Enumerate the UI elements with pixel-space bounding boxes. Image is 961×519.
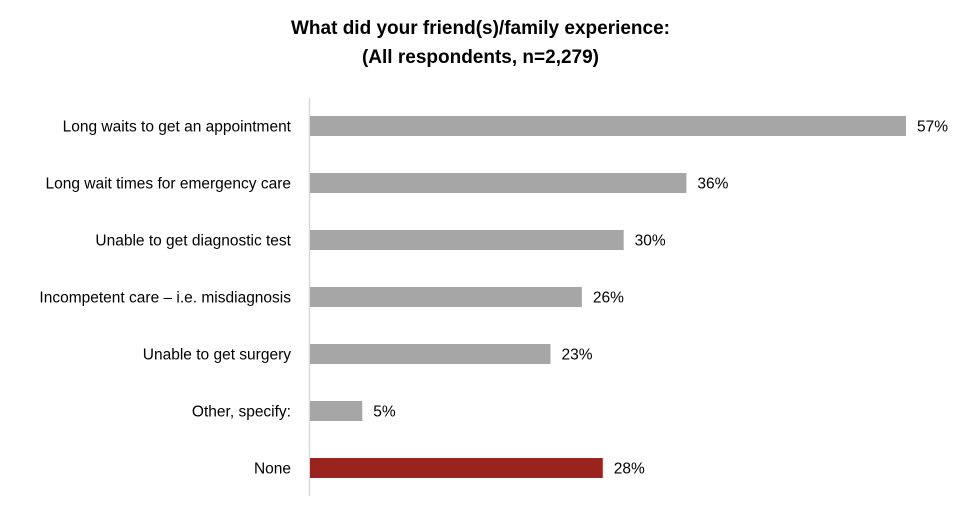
bar-5 bbox=[310, 401, 363, 421]
value-label-6: 28% bbox=[614, 461, 645, 478]
category-label-3: Incompetent care – i.e. misdiagnosis bbox=[39, 290, 291, 307]
bar-0 bbox=[310, 116, 906, 136]
bar-6 bbox=[310, 458, 603, 478]
category-label-0: Long waits to get an appointment bbox=[63, 119, 292, 136]
value-label-4: 23% bbox=[561, 347, 592, 364]
category-label-4: Unable to get surgery bbox=[143, 347, 291, 364]
value-label-2: 30% bbox=[635, 233, 666, 250]
value-label-0: 57% bbox=[917, 119, 948, 136]
category-label-6: None bbox=[254, 461, 291, 478]
value-label-5: 5% bbox=[373, 404, 396, 421]
bar-1 bbox=[310, 173, 687, 193]
category-label-1: Long wait times for emergency care bbox=[45, 176, 291, 193]
chart-title-line1: What did your friend(s)/family experienc… bbox=[290, 18, 671, 39]
bar-4 bbox=[310, 344, 551, 364]
value-label-1: 36% bbox=[697, 176, 728, 193]
chart-title: What did your friend(s)/family experienc… bbox=[0, 14, 961, 72]
category-label-2: Unable to get diagnostic test bbox=[95, 233, 291, 250]
chart-title-line2: (All respondents, n=2,279) bbox=[361, 47, 600, 68]
category-label-5: Other, specify: bbox=[192, 404, 291, 421]
value-label-3: 26% bbox=[593, 290, 624, 307]
bar-3 bbox=[310, 287, 582, 307]
bar-2 bbox=[310, 230, 624, 250]
